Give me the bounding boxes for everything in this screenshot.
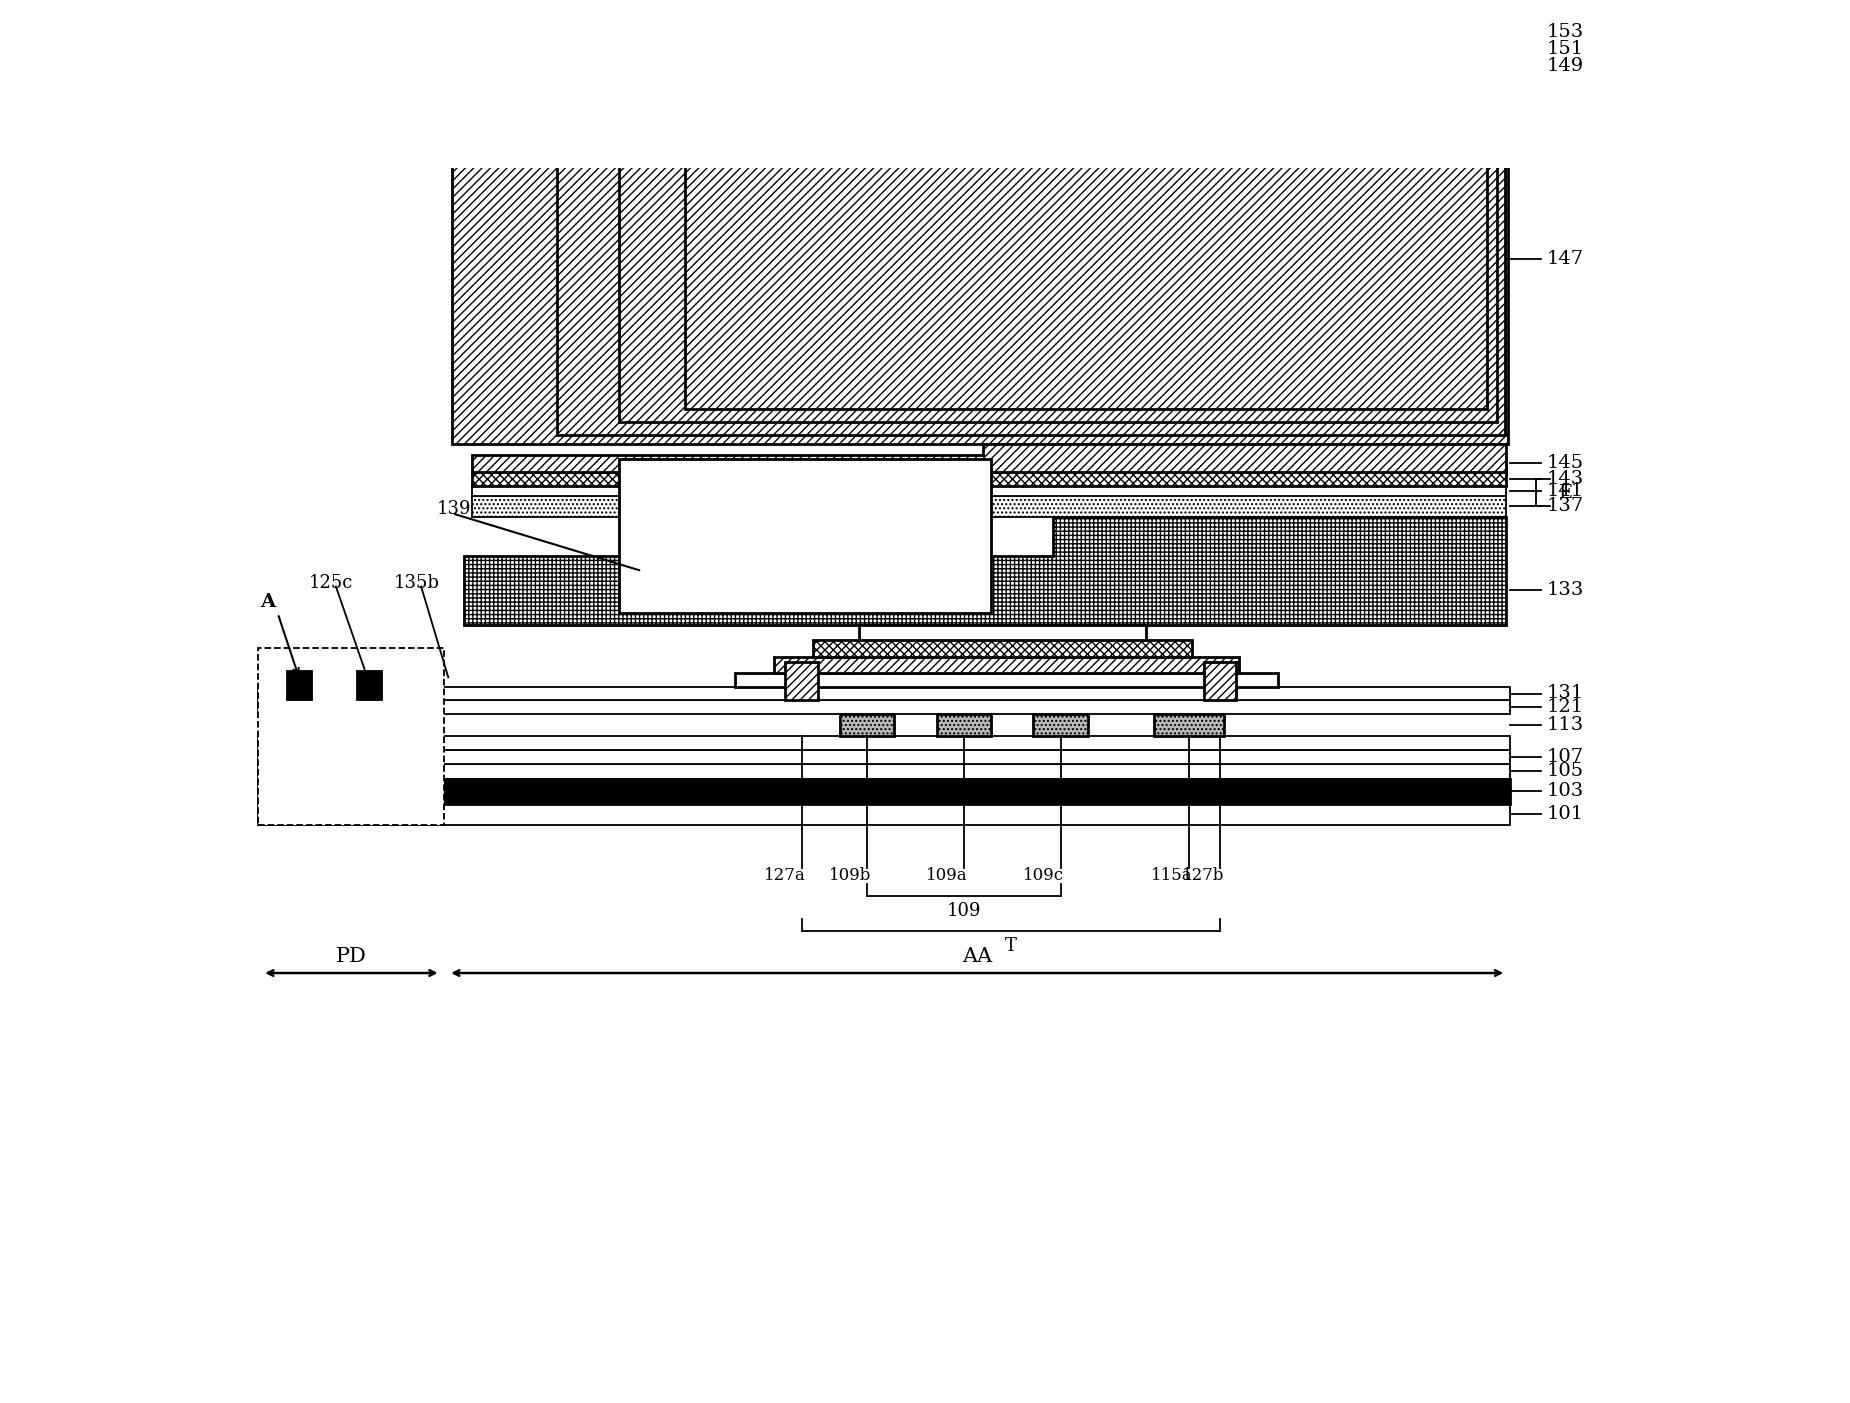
Text: 139: 139	[437, 501, 472, 519]
Bar	[786, 662, 818, 700]
Bar	[1034, 714, 1088, 735]
Bar	[259, 763, 1510, 779]
Bar	[259, 686, 1510, 700]
Polygon shape	[472, 480, 1506, 495]
Text: 115a: 115a	[1151, 867, 1193, 884]
Text: 121: 121	[1547, 699, 1584, 717]
Text: 125c: 125c	[309, 574, 353, 592]
Bar	[357, 671, 381, 700]
Polygon shape	[464, 518, 1506, 624]
Text: 127a: 127a	[764, 867, 805, 884]
Text: 131: 131	[1547, 685, 1584, 703]
Bar	[1204, 662, 1236, 700]
Text: 137: 137	[1547, 498, 1584, 515]
Polygon shape	[472, 464, 1506, 485]
Text: 135b: 135b	[394, 574, 440, 592]
Text: E: E	[1560, 484, 1572, 501]
Bar	[858, 624, 1145, 640]
Text: 101: 101	[1547, 805, 1584, 824]
Text: PD: PD	[337, 947, 366, 965]
Bar	[259, 648, 444, 825]
Bar	[259, 804, 1510, 825]
Text: 149: 149	[1547, 58, 1584, 74]
Text: 153: 153	[1547, 22, 1584, 41]
Polygon shape	[472, 443, 1506, 471]
Bar	[840, 714, 894, 735]
Text: 107: 107	[1547, 748, 1584, 766]
Text: 127b: 127b	[1182, 867, 1225, 884]
Text: 151: 151	[1547, 41, 1584, 58]
Text: 109: 109	[947, 902, 981, 920]
Bar	[451, 24, 1508, 41]
Polygon shape	[618, 95, 1497, 422]
Text: 145: 145	[1547, 455, 1584, 473]
Text: 105: 105	[1547, 762, 1584, 780]
Text: 109a: 109a	[925, 867, 968, 884]
Bar	[734, 672, 1278, 686]
Bar	[259, 749, 1510, 763]
Polygon shape	[451, 74, 1508, 443]
Text: AA: AA	[962, 947, 992, 965]
Bar	[618, 459, 992, 613]
Text: 147: 147	[1547, 250, 1584, 268]
Text: T: T	[1005, 937, 1018, 955]
Bar	[451, 58, 1508, 74]
Text: 143: 143	[1547, 470, 1584, 488]
Text: 109c: 109c	[1023, 867, 1064, 884]
Bar	[1154, 714, 1225, 735]
Polygon shape	[684, 109, 1487, 410]
Text: 141: 141	[1547, 481, 1584, 499]
Bar	[812, 640, 1191, 658]
Bar	[936, 714, 992, 735]
Text: 103: 103	[1547, 783, 1584, 800]
Bar	[259, 700, 1510, 714]
Bar	[773, 658, 1240, 672]
Bar	[259, 779, 1510, 804]
Text: 133: 133	[1547, 581, 1584, 599]
Polygon shape	[557, 84, 1504, 435]
Bar	[287, 671, 313, 700]
Text: A: A	[259, 593, 276, 610]
Text: 109b: 109b	[829, 867, 871, 884]
Bar	[451, 41, 1508, 58]
Polygon shape	[472, 481, 1506, 518]
Bar	[259, 735, 1510, 749]
Text: 113: 113	[1547, 716, 1584, 734]
